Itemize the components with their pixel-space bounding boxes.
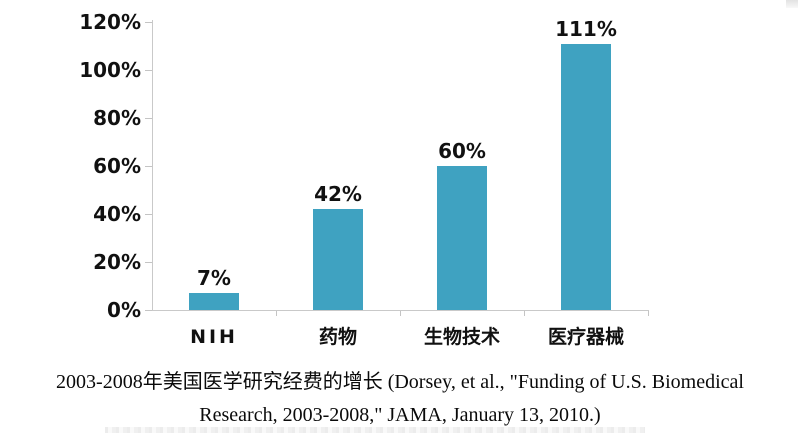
y-tick-label: 60% <box>93 154 141 178</box>
y-tick-mark <box>145 310 152 311</box>
x-tick-mark <box>648 311 649 316</box>
bar-药物 <box>313 209 363 310</box>
y-tick-mark <box>145 118 152 119</box>
y-tick-label: 80% <box>93 106 141 130</box>
y-tick-mark <box>145 214 152 215</box>
x-tick-mark <box>276 311 277 316</box>
bar-value-label: 42% <box>314 182 362 207</box>
bar-NIH <box>189 293 239 310</box>
bar-value-label: 60% <box>438 139 486 163</box>
plot-area: 0% 20% 40% 60% 80% 100% 120% 7% NIH 42% 药物 60% 生物技术 1… <box>79 10 649 348</box>
y-tick-label: 40% <box>93 202 141 226</box>
bar-医疗器械 <box>561 43 611 310</box>
y-tick-label: 0% <box>107 298 141 322</box>
x-tick-mark <box>400 311 401 316</box>
x-axis-line <box>152 310 649 311</box>
cropped-text-artifact <box>105 427 645 433</box>
y-tick-mark <box>145 70 152 71</box>
category-label: 药物 <box>318 326 357 348</box>
y-tick-label: 120% <box>79 10 141 34</box>
bar-value-label: 7% <box>197 266 231 291</box>
category-label: 医疗器械 <box>547 326 624 348</box>
x-tick-mark <box>524 311 525 316</box>
caption-line-1: 2003-2008年美国医学研究经费的增长 (Dorsey, et al., "… <box>56 371 744 393</box>
y-tick-mark <box>145 262 152 263</box>
corner-artifact <box>786 0 798 8</box>
bar-value-label: 111% <box>555 16 617 41</box>
caption-line-2: Research, 2003-2008," JAMA, January 13, … <box>199 404 601 426</box>
y-axis-line <box>152 20 153 310</box>
y-tick-mark <box>145 166 152 167</box>
category-label: NIH <box>190 326 238 348</box>
bar-生物技术 <box>437 166 487 310</box>
category-label: 生物技术 <box>423 326 500 348</box>
chart-caption: 2003-2008年美国医学研究经费的增长 (Dorsey, et al., "… <box>0 366 800 432</box>
y-tick-label: 100% <box>79 58 141 82</box>
y-tick-label: 20% <box>93 250 141 274</box>
y-tick-mark <box>145 22 152 23</box>
